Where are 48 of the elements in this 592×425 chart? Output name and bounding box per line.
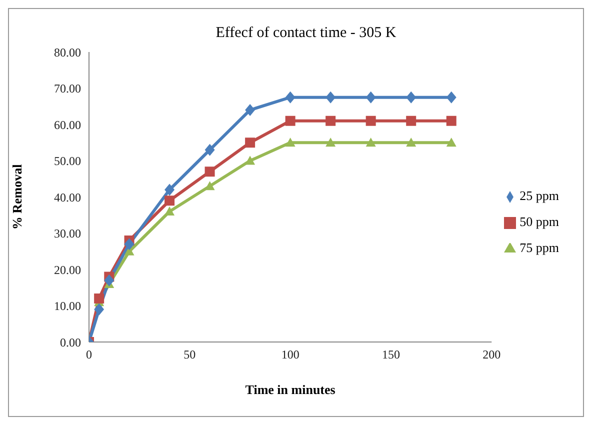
x-tick-label: 150	[382, 348, 400, 362]
point	[245, 138, 256, 148]
chart-title: Effecf of contact time - 305 K	[214, 25, 398, 42]
point	[446, 91, 456, 104]
y-tick-label: 30.00	[54, 226, 81, 241]
y-tick-label: 60.00	[54, 118, 81, 132]
point	[104, 274, 114, 286]
point	[245, 156, 256, 165]
legend-label: 50 ppm	[520, 214, 559, 229]
x-tick-label: 200	[482, 348, 501, 362]
x-tick-label: 100	[281, 348, 300, 362]
point	[94, 294, 104, 304]
point	[326, 91, 336, 104]
x-tick-label: 50	[184, 348, 196, 362]
point	[406, 91, 416, 104]
point	[94, 303, 104, 316]
point	[285, 138, 296, 147]
x-tick-label: 0	[86, 348, 92, 362]
point	[446, 116, 456, 126]
y-tick-label: 70.00	[54, 82, 81, 96]
point	[326, 116, 336, 126]
y-tick-label: 50.00	[54, 154, 81, 168]
point	[164, 184, 175, 196]
point	[406, 116, 416, 126]
x-axis-title: Time in minutes	[245, 382, 336, 397]
y-tick-label: 0.00	[60, 335, 81, 350]
y-tick-label: 40.00	[54, 190, 81, 204]
point	[204, 144, 215, 156]
point	[164, 196, 175, 206]
point	[366, 138, 376, 147]
point	[366, 116, 376, 126]
point	[285, 91, 296, 104]
y-tick-label: 10.00	[54, 299, 81, 314]
point	[446, 138, 456, 147]
y-tick-label: 20.00	[54, 262, 81, 277]
point	[124, 238, 134, 250]
legend-label: 25 ppm	[520, 188, 559, 203]
point	[406, 138, 416, 147]
legend-label: 75 ppm	[520, 240, 559, 255]
point	[164, 206, 175, 216]
point	[204, 181, 215, 190]
point	[366, 91, 376, 104]
point	[245, 104, 256, 116]
y-tick-label: 80.00	[54, 45, 81, 60]
point	[204, 166, 215, 177]
point	[285, 116, 296, 126]
point	[326, 138, 336, 147]
y-axis-title: % Removal	[10, 164, 25, 230]
